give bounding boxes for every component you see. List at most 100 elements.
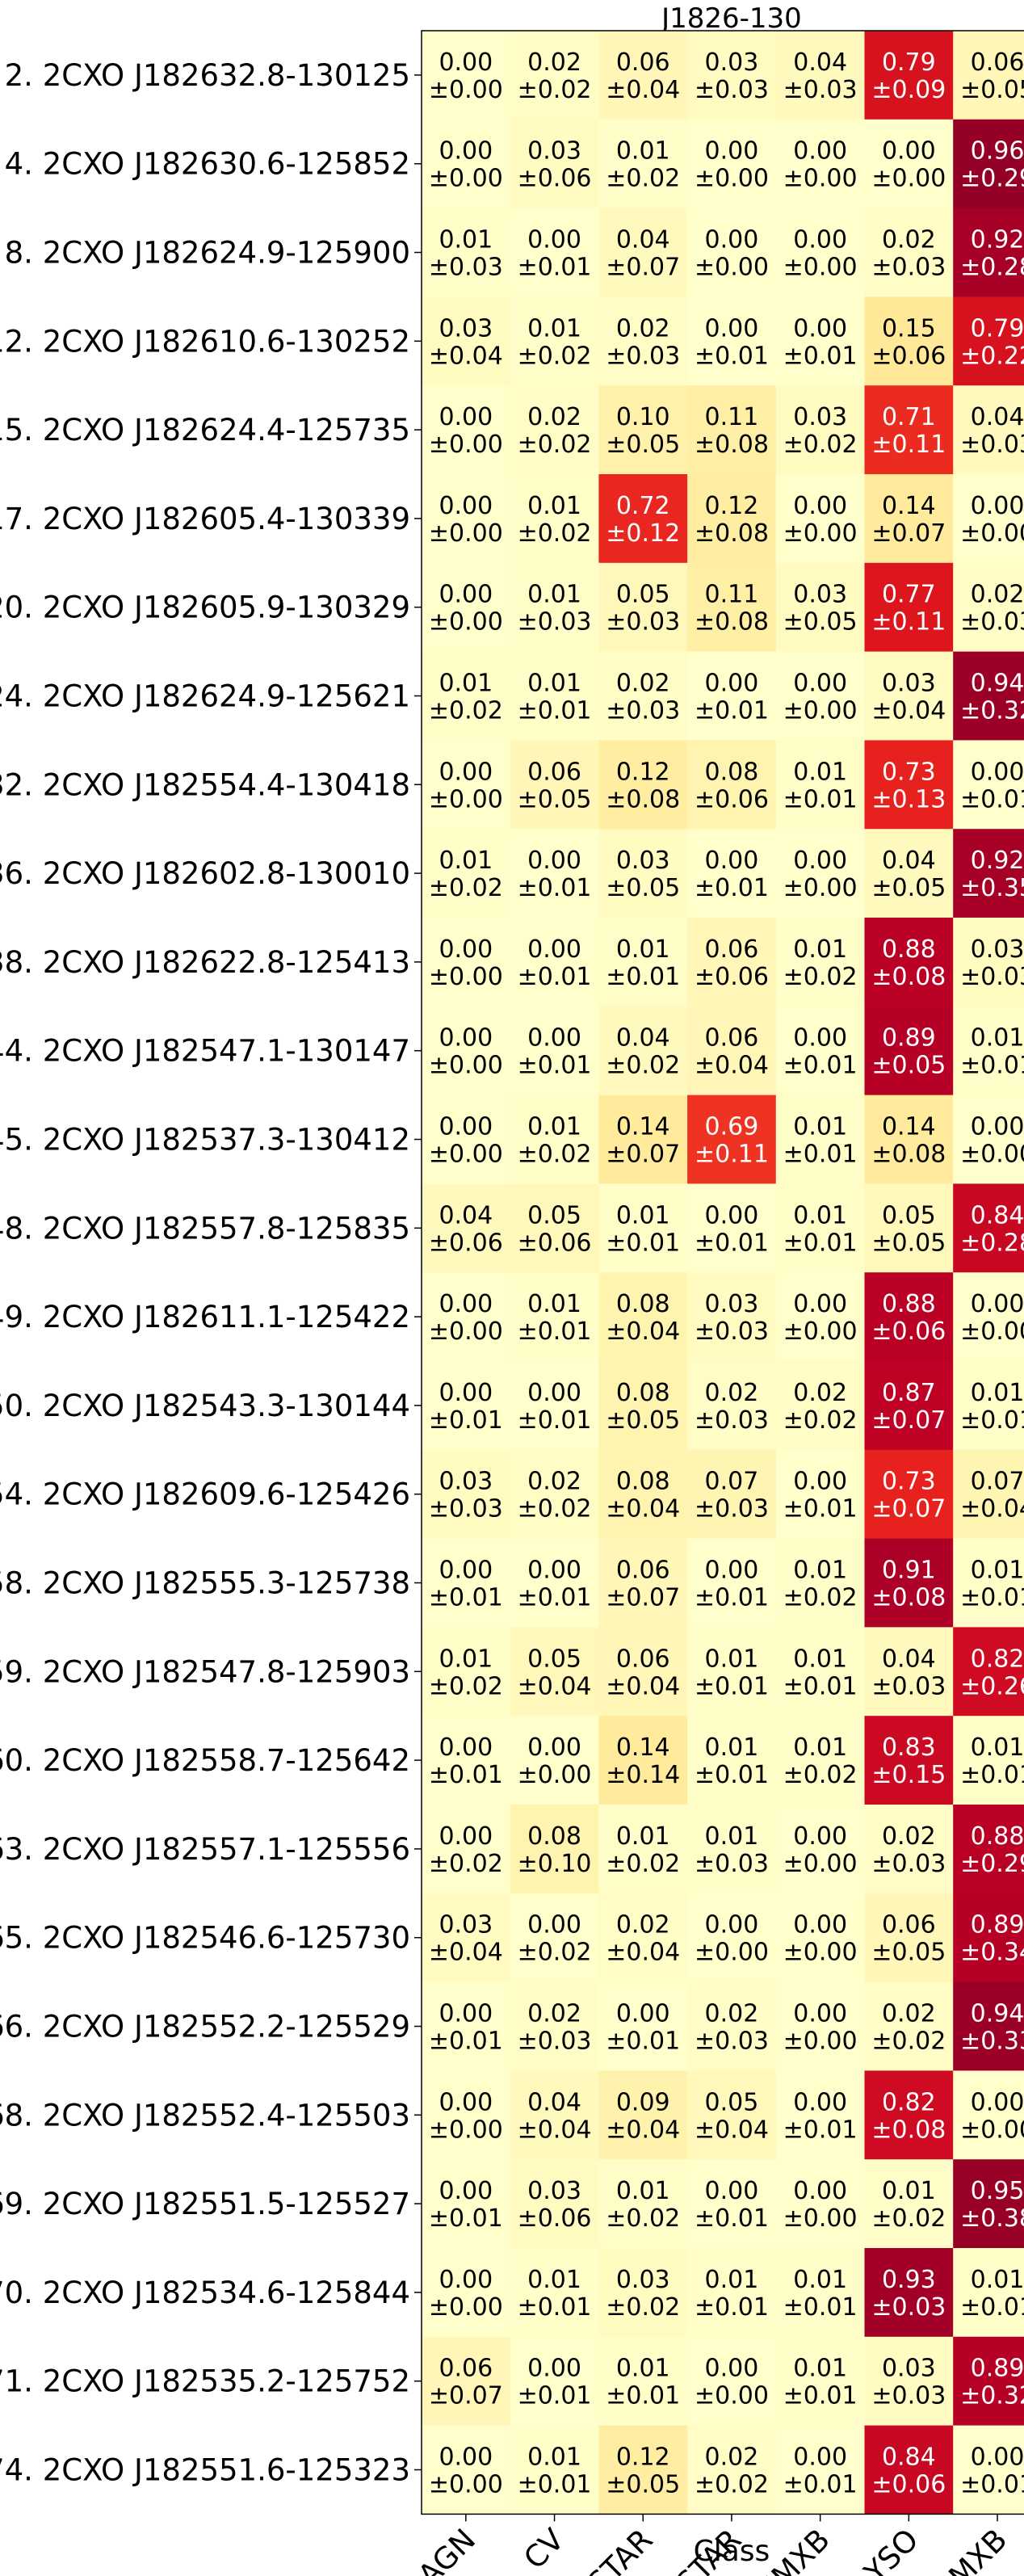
heatmap-cell [598, 208, 688, 297]
cell-value-label: 0.92 [971, 226, 1024, 254]
cell-error-label: ±0.07 [871, 519, 946, 548]
heatmap-cell [598, 119, 688, 209]
heatmap-cell [953, 2159, 1024, 2249]
cell-value-label: 0.06 [882, 1911, 936, 1939]
source-label: 74. 2CXO J182551.6-125323 [0, 2453, 410, 2488]
cell-value-label: 0.02 [527, 48, 581, 77]
cell-value-label: 0.01 [439, 226, 493, 254]
heatmap-cell [864, 1006, 954, 1096]
source-label: 48. 2CXO J182557.8-125835 [0, 1211, 410, 1246]
heatmap-cell [864, 918, 954, 1007]
heatmap-cell [598, 1981, 688, 2071]
cell-error-label: ±0.03 [606, 608, 680, 637]
cell-error-label: ±0.04 [606, 1672, 680, 1700]
cell-value-label: 0.01 [793, 2266, 847, 2294]
cell-error-label: ±0.29 [960, 1850, 1024, 1878]
cell-value-label: 0.01 [971, 1379, 1024, 1407]
heatmap-cell [687, 1361, 777, 1451]
heatmap-cell [775, 385, 865, 475]
heatmap-cell [687, 1006, 777, 1096]
cell-error-label: ±0.02 [518, 519, 592, 548]
heatmap-cells: 0.00±0.000.02±0.020.06±0.040.03±0.030.04… [422, 31, 1024, 2515]
cell-value-label: 0.89 [971, 1911, 1024, 1939]
x-axis-title: Class [694, 2535, 770, 2568]
cell-value-label: 0.73 [882, 1468, 936, 1496]
cell-value-label: 0.01 [439, 670, 493, 698]
cell-error-label: ±0.03 [960, 963, 1024, 991]
cell-error-label: ±0.32 [960, 2382, 1024, 2410]
cell-value-label: 0.03 [439, 1911, 493, 1939]
heatmap-cell [687, 1095, 777, 1184]
source-label: 65. 2CXO J182546.6-125730 [0, 1921, 410, 1956]
cell-error-label: ±0.00 [429, 785, 503, 813]
cell-error-label: ±0.03 [518, 608, 592, 637]
heatmap-cell [864, 208, 954, 297]
heatmap-cell [422, 1449, 511, 1540]
cell-value-label: 0.08 [616, 1468, 670, 1496]
heatmap-cell [953, 474, 1024, 564]
cell-value-label: 0.03 [705, 48, 759, 77]
cell-error-label: ±0.01 [606, 2382, 680, 2410]
cell-error-label: ±0.07 [429, 2382, 503, 2410]
cell-error-label: ±0.03 [871, 1850, 946, 1878]
cell-value-label: 0.04 [439, 1201, 493, 1229]
heatmap-cell [687, 1449, 777, 1540]
cell-error-label: ±0.03 [695, 76, 769, 104]
heatmap-cell [510, 119, 599, 209]
source-label: 63. 2CXO J182557.1-125556 [0, 1832, 410, 1867]
heatmap-cell [953, 1361, 1024, 1451]
heatmap-cell [864, 1981, 954, 2071]
heatmap-cell [510, 31, 599, 120]
cell-error-label: ±0.01 [960, 2293, 1024, 2322]
cell-value-label: 0.03 [793, 581, 847, 609]
heatmap-cell [775, 1981, 865, 2071]
cell-error-label: ±0.05 [871, 1939, 946, 1967]
heatmap-cell [422, 740, 511, 830]
cell-value-label: 0.00 [705, 226, 759, 254]
heatmap-cell [422, 1361, 511, 1451]
cell-value-label: 0.01 [527, 2444, 581, 2472]
cell-value-label: 0.00 [705, 670, 759, 698]
cell-value-label: 0.01 [793, 2355, 847, 2383]
heatmap-cell [598, 474, 688, 564]
heatmap-cell [687, 2248, 777, 2338]
heatmap-cell [953, 296, 1024, 386]
cell-value-label: 0.01 [793, 758, 847, 786]
cell-error-label: ±0.04 [871, 697, 946, 725]
heatmap-cell [775, 1538, 865, 1628]
cell-error-label: ±0.04 [606, 1939, 680, 1967]
cell-value-label: 0.84 [882, 2444, 936, 2472]
heatmap-cell [864, 1183, 954, 1273]
cell-error-label: ±0.00 [783, 2028, 858, 2056]
source-label: 58. 2CXO J182555.3-125738 [0, 1566, 410, 1601]
heatmap-cell [953, 1272, 1024, 1362]
heatmap-cell [775, 2159, 865, 2249]
heatmap-cell [953, 1006, 1024, 1096]
heatmap-cell [775, 1627, 865, 1717]
heatmap-cell [687, 2159, 777, 2249]
heatmap-cell [510, 829, 599, 918]
cell-value-label: 0.00 [527, 1024, 581, 1053]
heatmap-cell [775, 829, 865, 918]
cell-error-label: ±0.01 [783, 2382, 858, 2410]
cell-value-label: 0.14 [882, 1113, 936, 1141]
cell-value-label: 0.05 [527, 1201, 581, 1229]
cell-value-label: 0.00 [527, 226, 581, 254]
heatmap-cell [775, 1805, 865, 1894]
heatmap-cell [510, 296, 599, 386]
cell-error-label: ±0.08 [695, 608, 769, 637]
cell-error-label: ±0.32 [960, 697, 1024, 725]
source-label: 66. 2CXO J182552.2-125529 [0, 2010, 410, 2044]
cell-value-label: 0.88 [882, 1290, 936, 1318]
cell-error-label: ±0.08 [606, 785, 680, 813]
cell-error-label: ±0.33 [960, 2028, 1024, 2056]
cell-error-label: ±0.03 [871, 2382, 946, 2410]
heatmap-cell [864, 829, 954, 918]
cell-error-label: ±0.04 [606, 2116, 680, 2144]
cell-error-label: ±0.08 [695, 519, 769, 548]
cell-error-label: ±0.00 [783, 2204, 858, 2233]
cell-value-label: 0.11 [705, 403, 759, 431]
cell-value-label: 0.02 [793, 1379, 847, 1407]
heatmap-cell [864, 651, 954, 741]
cell-error-label: ±0.03 [695, 1317, 769, 1346]
